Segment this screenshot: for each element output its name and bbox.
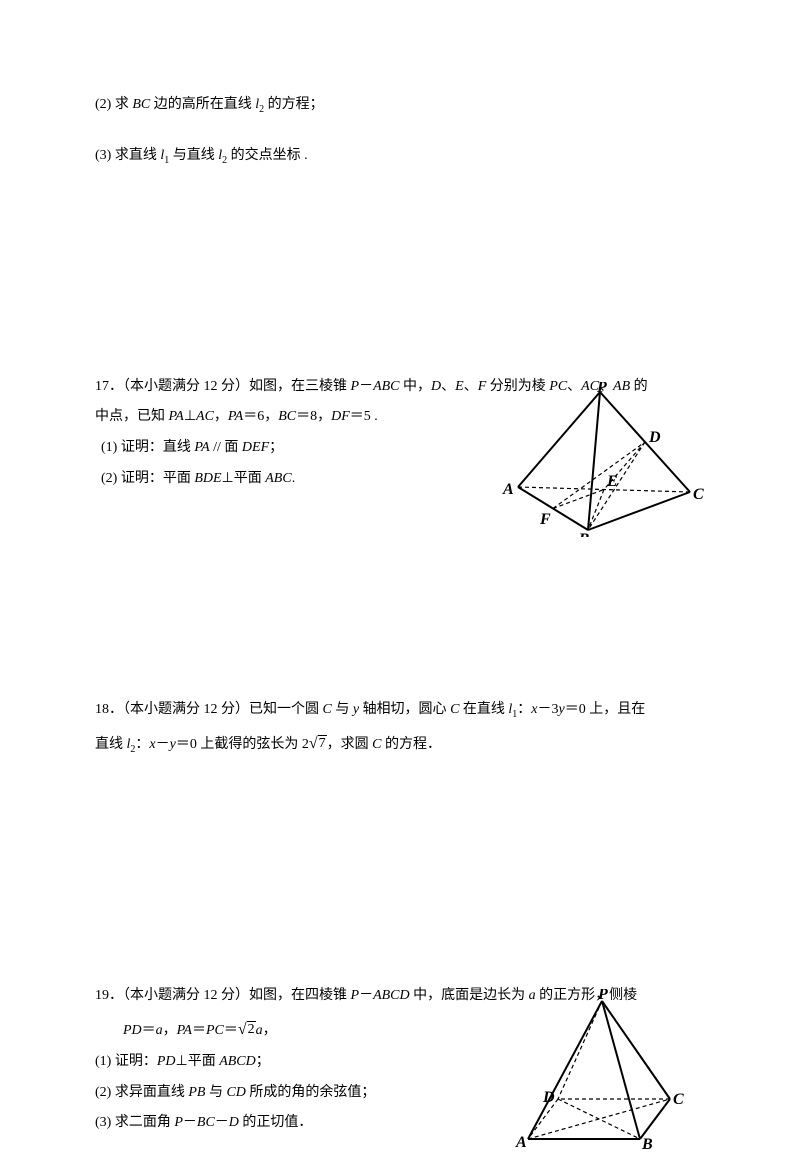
label-D: D	[542, 1089, 555, 1106]
problem-19: 19．（本小题满分 12 分）如图，在四棱锥 P－ABCD 中，底面是边长为 a…	[95, 981, 705, 1139]
problem-18: 18．（本小题满分 12 分）已知一个圆 C 与 y 轴相切，圆心 C 在直线 …	[95, 695, 705, 761]
label-E: E	[606, 473, 618, 490]
label-C: C	[693, 486, 704, 503]
label-D: D	[648, 429, 661, 446]
diagram-q17: P A B C D E F	[500, 382, 705, 537]
q18-intro-2: 直线 l2：x－y＝0 上截得的弦长为 2√7，求圆 C 的方程．	[95, 726, 705, 761]
label-C: C	[673, 1091, 684, 1108]
prev-q-part3: (3) 求直线 l1 与直线 l2 的交点坐标 .	[95, 141, 705, 172]
label-P: P	[597, 989, 608, 1003]
label-P: P	[596, 382, 607, 396]
problem-17: 17．（本小题满分 12 分）如图，在三棱锥 P－ABC 中，D、E、F 分别为…	[95, 372, 705, 495]
label-B: B	[641, 1136, 653, 1149]
label-A: A	[515, 1134, 527, 1149]
diagram-q19: P A B C D	[510, 989, 685, 1144]
prev-q-part2: (2) 求 BC 边的高所在直线 l2 的方程；	[95, 90, 705, 121]
label-F: F	[539, 511, 551, 528]
label-A: A	[502, 481, 514, 498]
label-B: B	[578, 531, 590, 537]
q18-intro-1: 18．（本小题满分 12 分）已知一个圆 C 与 y 轴相切，圆心 C 在直线 …	[95, 695, 705, 726]
